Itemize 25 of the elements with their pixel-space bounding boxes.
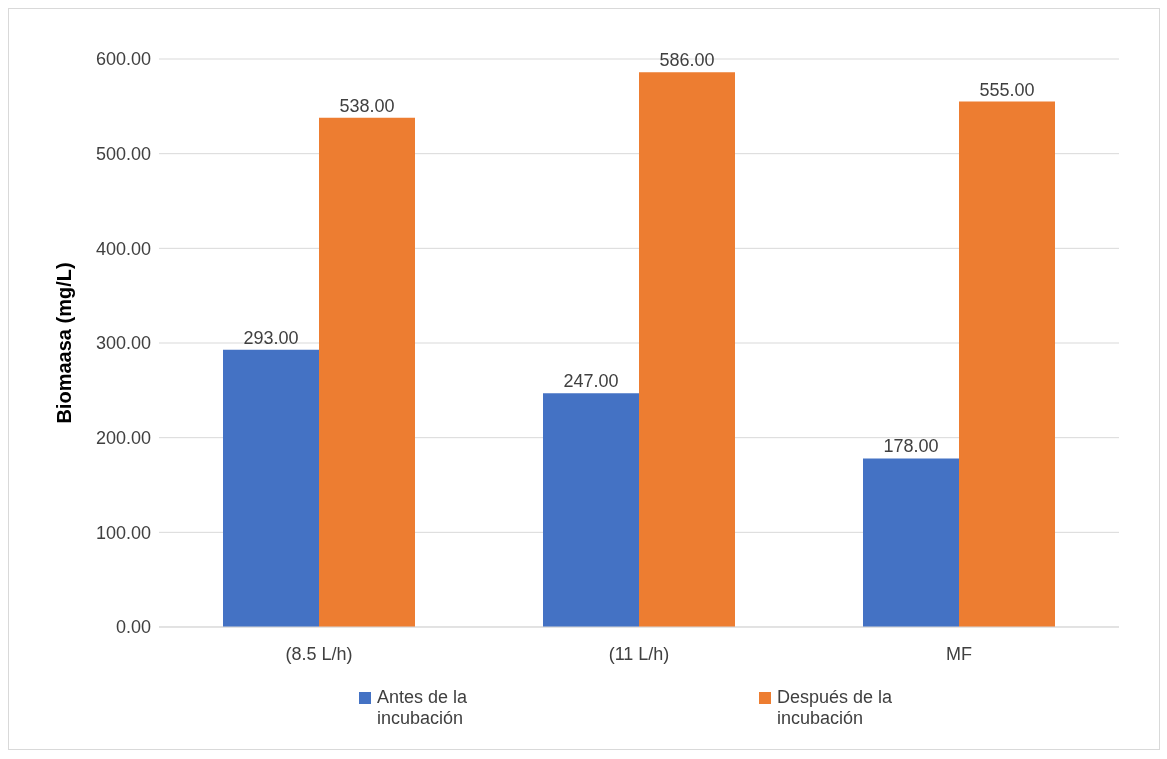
- y-tick-label: 200.00: [95, 428, 151, 449]
- legend-label: Antes de la incubación: [377, 687, 469, 729]
- data-label: 586.00: [659, 50, 715, 71]
- data-label: 247.00: [563, 371, 619, 392]
- data-label: 293.00: [243, 327, 299, 348]
- bar: [639, 72, 735, 627]
- y-axis-title: Biomaasa (mg/L): [53, 262, 76, 424]
- y-tick-label: 300.00: [95, 333, 151, 354]
- y-tick-label: 500.00: [95, 144, 151, 165]
- bar: [543, 393, 639, 627]
- x-tick-label: MF: [946, 643, 972, 664]
- bar: [959, 101, 1055, 627]
- data-label: 178.00: [883, 436, 939, 457]
- y-tick-label: 0.00: [115, 617, 151, 638]
- y-tick-label: 600.00: [95, 49, 151, 70]
- x-tick-label: (11 L/h): [608, 643, 670, 664]
- data-label: 538.00: [339, 95, 395, 116]
- x-tick-label: (8.5 L/h): [285, 643, 353, 664]
- y-tick-label: 100.00: [95, 522, 151, 543]
- y-tick-label: 400.00: [95, 238, 151, 259]
- bar: [319, 117, 415, 627]
- bar: [863, 458, 959, 627]
- legend-label: Después de la incubación: [777, 687, 894, 729]
- data-label: 555.00: [979, 79, 1035, 100]
- bar: [223, 349, 319, 627]
